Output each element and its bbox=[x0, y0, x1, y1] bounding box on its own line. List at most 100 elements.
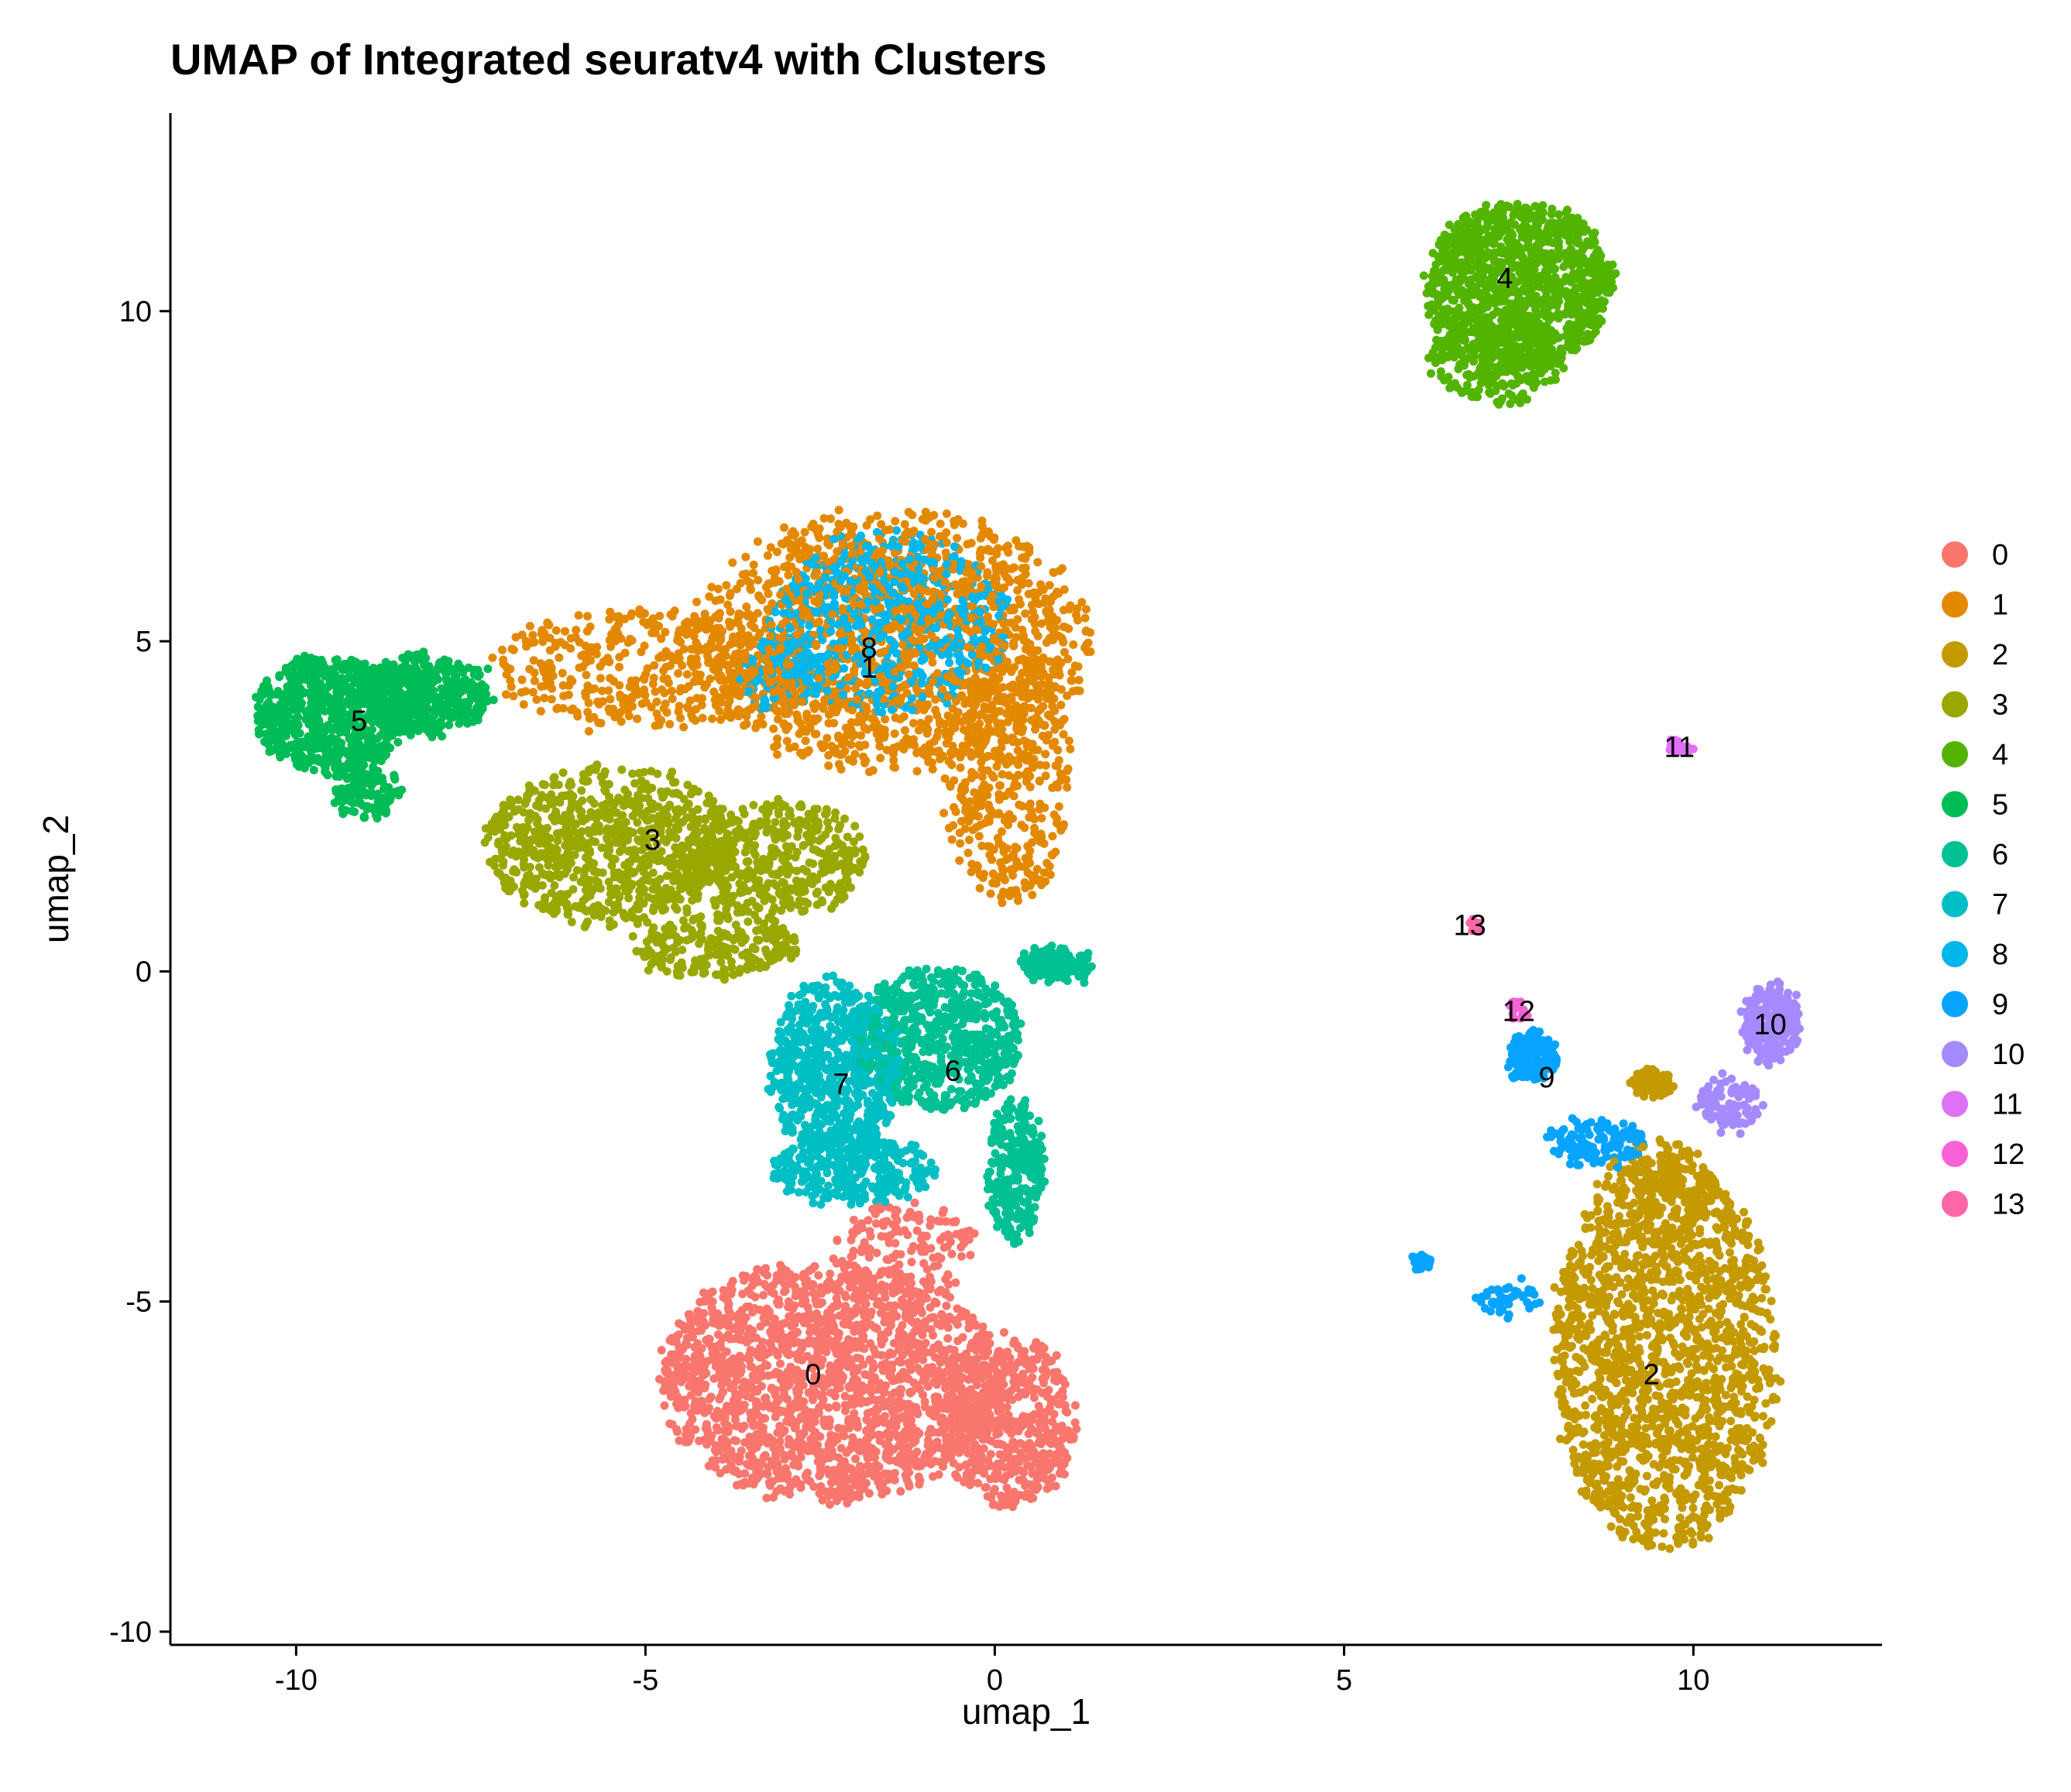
point-cluster-1 bbox=[942, 509, 951, 518]
point-cluster-1 bbox=[668, 695, 677, 703]
point-cluster-2 bbox=[1626, 1493, 1635, 1502]
point-cluster-2 bbox=[1600, 1431, 1609, 1440]
point-cluster-1 bbox=[1048, 832, 1057, 841]
point-cluster-1 bbox=[977, 772, 987, 781]
point-cluster-1 bbox=[956, 839, 965, 848]
point-cluster-0 bbox=[660, 1401, 669, 1410]
point-cluster-9 bbox=[1565, 1159, 1575, 1169]
point-cluster-3 bbox=[684, 799, 693, 808]
point-cluster-1 bbox=[757, 712, 766, 721]
point-cluster-1 bbox=[947, 835, 957, 844]
point-cluster-1 bbox=[1025, 782, 1035, 791]
scatter-points-layer bbox=[252, 200, 1804, 1553]
point-cluster-0 bbox=[926, 1244, 936, 1253]
point-cluster-0 bbox=[860, 1238, 869, 1247]
point-cluster-0 bbox=[872, 1248, 881, 1258]
point-cluster-3 bbox=[749, 801, 758, 810]
point-cluster-1 bbox=[901, 726, 909, 735]
point-cluster-1 bbox=[540, 693, 549, 702]
point-cluster-2 bbox=[1726, 1416, 1736, 1426]
point-cluster-1 bbox=[676, 713, 685, 723]
point-cluster-3 bbox=[822, 809, 831, 819]
point-cluster-0 bbox=[907, 1258, 916, 1267]
point-cluster-4 bbox=[1530, 201, 1540, 211]
point-cluster-0 bbox=[657, 1346, 666, 1354]
point-cluster-1 bbox=[509, 692, 518, 701]
point-cluster-0 bbox=[880, 1288, 889, 1297]
point-cluster-1 bbox=[1030, 823, 1039, 832]
point-cluster-1 bbox=[707, 582, 716, 592]
point-cluster-1 bbox=[728, 558, 737, 567]
point-cluster-3 bbox=[824, 824, 833, 833]
point-cluster-1 bbox=[813, 544, 823, 554]
point-cluster-0 bbox=[711, 1463, 720, 1472]
point-cluster-1 bbox=[1080, 613, 1090, 623]
point-cluster-1 bbox=[648, 679, 658, 688]
point-cluster-3 bbox=[567, 918, 576, 927]
point-cluster-3 bbox=[823, 818, 832, 827]
point-cluster-0 bbox=[1049, 1409, 1059, 1419]
point-cluster-1 bbox=[890, 729, 899, 738]
point-cluster-0 bbox=[1002, 1483, 1011, 1492]
point-cluster-0 bbox=[864, 1253, 874, 1262]
point-cluster-2 bbox=[1715, 1320, 1724, 1329]
point-cluster-1 bbox=[1031, 627, 1040, 636]
point-cluster-9 bbox=[1503, 1313, 1513, 1323]
point-cluster-1 bbox=[551, 626, 561, 635]
point-cluster-1 bbox=[974, 832, 984, 841]
point-cluster-1 bbox=[931, 705, 940, 715]
point-cluster-3 bbox=[628, 769, 637, 778]
point-cluster-0 bbox=[915, 1480, 924, 1489]
point-cluster-3 bbox=[598, 868, 607, 877]
point-cluster-1 bbox=[633, 714, 642, 723]
point-cluster-5 bbox=[309, 765, 318, 774]
point-cluster-0 bbox=[815, 1488, 824, 1498]
point-cluster-10 bbox=[1718, 1069, 1727, 1078]
point-cluster-3 bbox=[850, 822, 860, 831]
point-cluster-1 bbox=[716, 715, 725, 724]
point-cluster-9 bbox=[1517, 1274, 1526, 1283]
point-cluster-1 bbox=[987, 855, 997, 864]
point-cluster-0 bbox=[848, 1433, 857, 1442]
point-cluster-5 bbox=[445, 720, 454, 730]
point-cluster-1 bbox=[965, 836, 974, 844]
point-cluster-3 bbox=[744, 917, 753, 926]
point-cluster-0 bbox=[957, 1251, 967, 1261]
point-cluster-0 bbox=[907, 1246, 916, 1255]
point-cluster-2 bbox=[1709, 1365, 1719, 1374]
point-cluster-0 bbox=[942, 1301, 951, 1310]
point-cluster-3 bbox=[499, 801, 508, 809]
point-cluster-4 bbox=[1444, 220, 1454, 229]
point-cluster-0 bbox=[951, 1217, 960, 1226]
point-cluster-1 bbox=[525, 622, 534, 630]
point-cluster-1 bbox=[722, 581, 731, 590]
point-cluster-4 bbox=[1540, 377, 1549, 386]
point-cluster-1 bbox=[741, 552, 750, 561]
point-cluster-1 bbox=[1022, 688, 1031, 697]
point-cluster-0 bbox=[947, 1249, 957, 1258]
point-cluster-1 bbox=[769, 724, 778, 733]
point-cluster-3 bbox=[569, 826, 579, 836]
point-cluster-0 bbox=[840, 1392, 850, 1401]
point-cluster-3 bbox=[633, 818, 642, 827]
point-cluster-0 bbox=[866, 1245, 875, 1255]
point-cluster-1 bbox=[606, 642, 615, 651]
point-cluster-3 bbox=[750, 850, 760, 860]
point-cluster-1 bbox=[647, 702, 656, 712]
point-cluster-0 bbox=[780, 1454, 789, 1464]
point-cluster-2 bbox=[1583, 1214, 1592, 1223]
point-cluster-1 bbox=[574, 611, 583, 620]
point-cluster-1 bbox=[1037, 814, 1046, 822]
point-cluster-2 bbox=[1648, 1286, 1657, 1296]
point-cluster-1 bbox=[774, 715, 782, 724]
point-cluster-1 bbox=[801, 736, 810, 746]
point-cluster-1 bbox=[519, 700, 528, 709]
point-cluster-0 bbox=[891, 1238, 900, 1248]
point-cluster-2 bbox=[1722, 1363, 1731, 1372]
point-cluster-0 bbox=[731, 1437, 740, 1446]
plot-title: UMAP of Integrated seuratv4 with Cluster… bbox=[170, 35, 1047, 84]
point-cluster-2 bbox=[1659, 1529, 1668, 1538]
point-cluster-3 bbox=[577, 786, 586, 795]
